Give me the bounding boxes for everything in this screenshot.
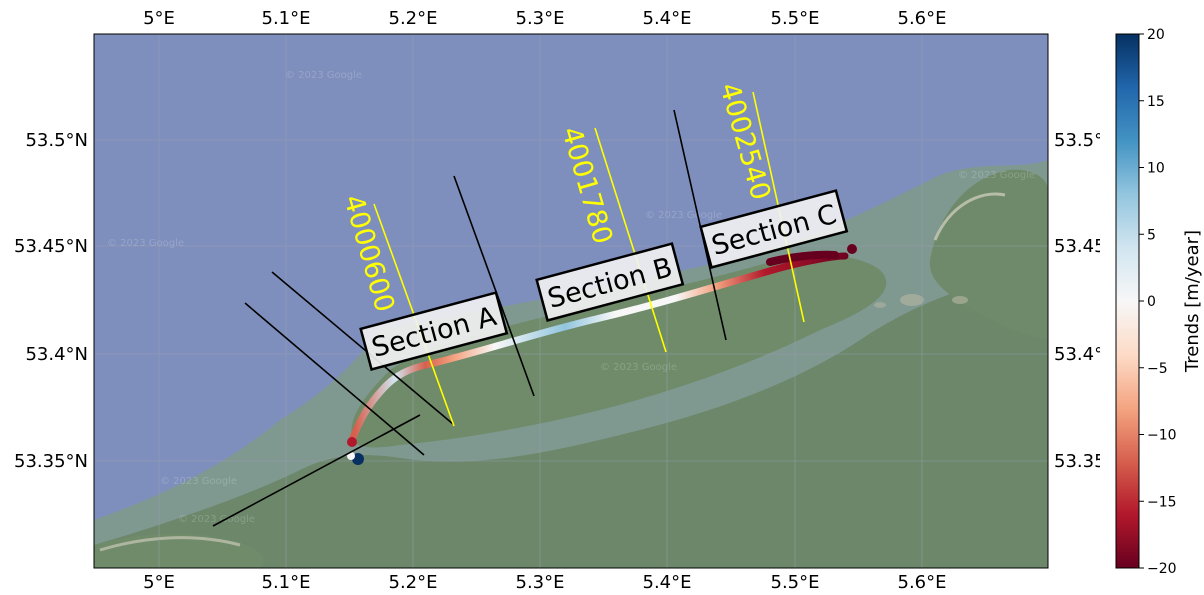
boundary-line (271, 271, 454, 425)
trend-point (347, 452, 355, 460)
boundary-line (244, 302, 425, 456)
sandbank (874, 302, 886, 308)
map-frame (93, 33, 1049, 569)
x-tick-label: 5.5°E (771, 8, 820, 29)
colorbar-tick-label: 5 (1147, 227, 1156, 243)
section-boundaries (212, 109, 727, 527)
neighbour-island-beach (933, 192, 1006, 241)
watermark: © 2023 Google (958, 170, 1035, 181)
trend-point (347, 437, 357, 447)
wadden-land (94, 270, 1048, 568)
boundary-line (453, 175, 535, 397)
watermark: © 2023 Google (600, 362, 677, 373)
gridlines (94, 34, 1048, 568)
colorbar-tick-label: 0 (1147, 294, 1156, 310)
x-tick-label: 5.2°E (389, 8, 438, 29)
x-tick-label: 5.2°E (389, 572, 438, 593)
map-panel: © 2023 Google © 2023 Google © 2023 Googl… (94, 34, 1048, 568)
sandbank (900, 294, 924, 306)
y-ticks-left: 53.5°N 53.45°N 53.4°N 53.35°N (14, 130, 88, 472)
colorbar-tick-label: 20 (1147, 27, 1165, 43)
colorbar-ticks: 20 15 10 5 0 −5 −10 −15 −20 (1139, 27, 1177, 577)
x-tick-label: 5°E (143, 8, 175, 29)
y-tick-label: 53.35°N (14, 451, 88, 472)
colorbar-tick-label: −15 (1147, 494, 1177, 510)
x-tick-label: 5.6°E (898, 8, 947, 29)
x-ticks-bottom: 5°E 5.1°E 5.2°E 5.3°E 5.4°E 5.5°E 5.6°E (143, 572, 946, 593)
colorbar-label: Trends [m/year] (1182, 230, 1203, 373)
x-tick-label: 5.3°E (516, 8, 565, 29)
x-tick-label: 5.4°E (643, 572, 692, 593)
y-tick-label: 53.4°N (25, 344, 88, 365)
watermark: © 2023 Google (160, 476, 237, 487)
trend-point (847, 244, 857, 254)
coastline-trend-line (348, 252, 849, 444)
watermark: © 2023 Google (107, 238, 184, 249)
boundary-line (212, 414, 421, 527)
x-ticks-top: 5°E 5.1°E 5.2°E 5.3°E 5.4°E 5.5°E 5.6°E (143, 8, 946, 29)
trend-segment-red (766, 250, 839, 266)
colorbar-tick-label: 15 (1147, 94, 1165, 110)
transect-line (594, 127, 667, 353)
y-tick-label: 53.5°N (25, 130, 88, 151)
colorbar-gradient (1115, 33, 1140, 569)
colorbar-tick-label: −20 (1147, 561, 1177, 577)
y-tick-label: 53.45°N (14, 236, 88, 257)
x-tick-label: 5.1°E (262, 572, 311, 593)
watermark: © 2023 Google (645, 210, 722, 221)
sandbank (952, 296, 968, 304)
colorbar: 20 15 10 5 0 −5 −10 −15 −20 Trends [m/year] (1100, 27, 1203, 577)
x-tick-label: 5.4°E (643, 8, 692, 29)
colorbar-tick-label: 10 (1147, 161, 1165, 177)
watermark: © 2023 Google (285, 70, 362, 81)
x-tick-label: 5.1°E (262, 8, 311, 29)
x-tick-label: 5.5°E (771, 572, 820, 593)
x-tick-label: 5°E (143, 572, 175, 593)
watermark: © 2023 Google (178, 514, 255, 525)
boundary-line (673, 109, 727, 341)
x-tick-label: 5.6°E (898, 572, 947, 593)
ameland-island (351, 255, 887, 448)
island-lower-left-beach (99, 536, 241, 552)
colorbar-tick-label: −10 (1147, 428, 1177, 444)
colorbar-tick-label: −5 (1147, 361, 1168, 377)
x-tick-label: 5.3°E (516, 572, 565, 593)
